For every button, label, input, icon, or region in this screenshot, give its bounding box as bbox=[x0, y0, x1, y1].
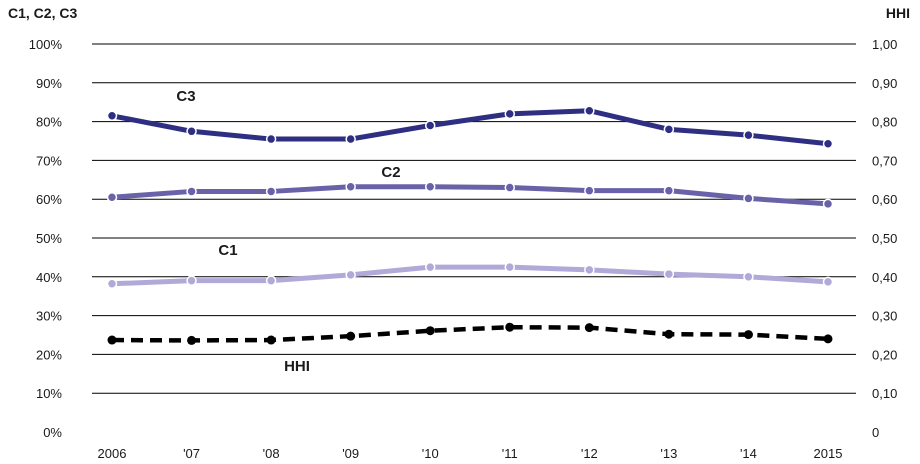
right-tick-label: 0,20 bbox=[872, 347, 897, 362]
data-point-c2 bbox=[424, 181, 436, 193]
data-point-c2 bbox=[743, 193, 754, 204]
left-axis-title: C1, C2, C3 bbox=[8, 5, 77, 21]
data-point-c1 bbox=[265, 275, 277, 286]
right-tick-label: 0,60 bbox=[872, 192, 897, 207]
right-tick-label: 0,30 bbox=[872, 309, 897, 324]
series-label-hhi: HHI bbox=[284, 358, 310, 375]
right-tick-label: 0,90 bbox=[872, 76, 897, 91]
data-point-c3 bbox=[424, 120, 436, 131]
series-label-c2: C2 bbox=[381, 164, 400, 181]
right-tick-label: 0,10 bbox=[872, 386, 897, 401]
data-point-c2 bbox=[186, 186, 197, 197]
x-tick-label: '11 bbox=[502, 446, 518, 461]
data-point-c1 bbox=[424, 261, 436, 273]
right-axis-ticks: 0 0,10 0,20 0,30 0,40 0,50 0,60 0,70 0,80 0,90 1,0… bbox=[872, 37, 897, 440]
series-label-c3: C3 bbox=[176, 88, 195, 105]
right-tick-label: 0,50 bbox=[872, 231, 897, 246]
x-tick-label: '14 bbox=[740, 446, 757, 461]
right-tick-label: 0 bbox=[872, 425, 879, 440]
left-tick-label: 10% bbox=[36, 386, 62, 401]
series-label-c1: C1 bbox=[218, 242, 237, 259]
left-tick-label: 20% bbox=[36, 347, 62, 362]
data-point-c2 bbox=[584, 185, 595, 196]
x-tick-label: '12 bbox=[581, 446, 598, 461]
left-tick-label: 60% bbox=[36, 192, 62, 207]
data-point-hhi bbox=[266, 335, 276, 345]
data-point-c3 bbox=[106, 110, 118, 122]
left-tick-label: 40% bbox=[36, 270, 62, 285]
series-layer bbox=[106, 105, 834, 345]
data-point-c3 bbox=[265, 133, 277, 145]
series-labels: C3 C2 C1 HHI bbox=[176, 88, 400, 375]
data-point-c1 bbox=[584, 264, 595, 276]
right-tick-label: 1,00 bbox=[872, 37, 897, 52]
data-point-c3 bbox=[663, 124, 675, 135]
x-tick-label: '09 bbox=[342, 446, 359, 461]
x-tick-label: '08 bbox=[263, 446, 280, 461]
data-point-c3 bbox=[186, 126, 197, 137]
data-point-c2 bbox=[106, 192, 118, 203]
data-point-hhi bbox=[346, 331, 356, 341]
left-axis-ticks: 0% 10% 20% 30% 40% 50% 60% 70% 80% 90% 100% bbox=[29, 37, 63, 440]
data-point-c1 bbox=[345, 269, 356, 281]
right-tick-label: 0,40 bbox=[872, 270, 897, 285]
right-tick-label: 0,80 bbox=[872, 115, 897, 130]
data-point-c2 bbox=[504, 182, 516, 193]
data-point-c1 bbox=[822, 276, 834, 288]
left-tick-label: 0% bbox=[43, 425, 62, 440]
series-line-c3 bbox=[109, 108, 831, 147]
left-tick-label: 50% bbox=[36, 231, 62, 246]
left-tick-label: 100% bbox=[29, 37, 63, 52]
series-line-c1 bbox=[109, 264, 831, 287]
data-point-hhi bbox=[425, 326, 435, 336]
left-tick-label: 80% bbox=[36, 115, 62, 130]
data-point-hhi bbox=[505, 322, 515, 332]
left-tick-label: 70% bbox=[36, 153, 62, 168]
data-point-c1 bbox=[106, 278, 118, 290]
data-point-c2 bbox=[663, 185, 675, 196]
data-point-c1 bbox=[186, 275, 197, 286]
data-point-c1 bbox=[504, 261, 516, 273]
data-point-hhi bbox=[187, 335, 197, 345]
x-tick-label: 2015 bbox=[814, 446, 843, 461]
data-point-c2 bbox=[265, 186, 277, 197]
data-point-hhi bbox=[107, 335, 117, 345]
data-point-c3 bbox=[743, 129, 754, 141]
data-point-c2 bbox=[822, 198, 834, 210]
x-tick-label: '07 bbox=[183, 446, 200, 461]
x-tick-label: 2006 bbox=[98, 446, 127, 461]
data-point-c3 bbox=[345, 133, 356, 145]
series-line-hhi bbox=[111, 324, 829, 343]
x-tick-label: '13 bbox=[660, 446, 677, 461]
series-line-c2 bbox=[109, 184, 831, 207]
data-point-c1 bbox=[663, 268, 675, 280]
data-point-c1 bbox=[743, 271, 754, 283]
data-point-hhi bbox=[584, 323, 594, 333]
x-tick-label: '10 bbox=[422, 446, 439, 461]
left-tick-label: 90% bbox=[36, 76, 62, 91]
data-point-hhi bbox=[823, 334, 833, 344]
data-point-c3 bbox=[584, 105, 595, 116]
data-point-c2 bbox=[345, 181, 356, 193]
right-axis-title: HHI bbox=[886, 5, 910, 21]
x-axis-ticks: 2006 '07 '08 '09 '10 '11 '12 '13 '14 2015 bbox=[98, 446, 843, 461]
left-tick-label: 30% bbox=[36, 309, 62, 324]
data-point-hhi bbox=[743, 330, 753, 340]
data-point-c3 bbox=[504, 108, 516, 120]
data-point-c3 bbox=[822, 138, 834, 149]
right-tick-label: 0,70 bbox=[872, 153, 897, 168]
grid-lines bbox=[92, 43, 856, 394]
data-point-hhi bbox=[664, 329, 674, 339]
